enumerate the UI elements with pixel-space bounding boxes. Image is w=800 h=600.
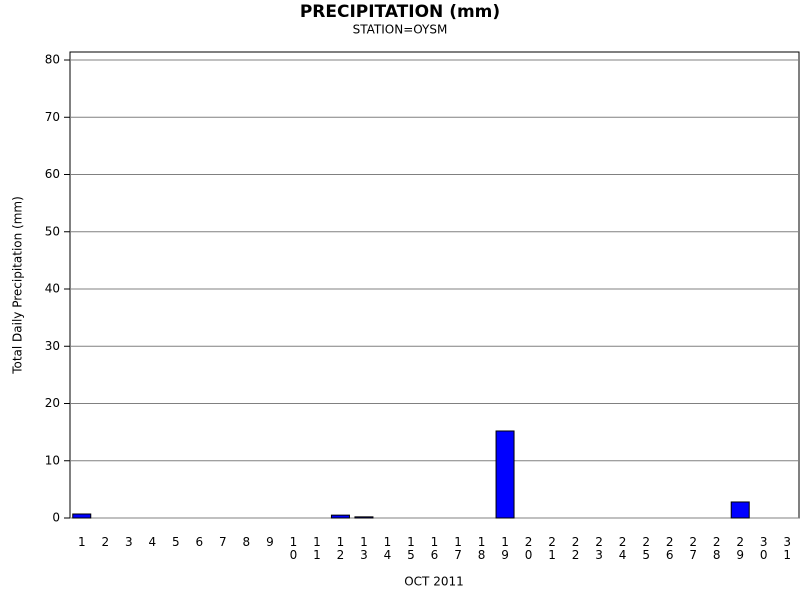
- y-tick-label: 20: [45, 396, 60, 410]
- x-tick-label: 9: [266, 535, 274, 549]
- x-tick-label: 4: [148, 535, 156, 549]
- chart-title: PRECIPITATION (mm): [300, 2, 500, 22]
- bar: [72, 513, 92, 519]
- x-axis-label: OCT 2011: [404, 575, 464, 589]
- x-tick-label: 1: [78, 535, 86, 549]
- bar: [495, 430, 515, 519]
- x-tick-label: 8: [243, 535, 251, 549]
- y-tick-label: 30: [45, 339, 60, 353]
- x-tick-label: 3: [125, 535, 133, 549]
- x-tick-label: 7: [219, 535, 227, 549]
- chart-subtitle: STATION=OYSM: [353, 23, 448, 37]
- y-tick-label: 70: [45, 110, 60, 124]
- x-tick-label: 2: [101, 535, 109, 549]
- y-tick-label: 50: [45, 224, 60, 238]
- y-tick-label: 40: [45, 282, 60, 296]
- y-axis-label: Total Daily Precipitation (mm): [11, 196, 25, 375]
- y-tick-label: 0: [52, 511, 60, 525]
- y-tick-label: 10: [45, 453, 60, 467]
- bar: [730, 501, 750, 519]
- bar: [330, 514, 350, 519]
- bar: [354, 516, 374, 519]
- x-tick-label: 6: [196, 535, 204, 549]
- x-tick-label: 5: [172, 535, 180, 549]
- y-tick-label: 60: [45, 167, 60, 181]
- plot-frame: [69, 51, 800, 519]
- y-tick-label: 80: [45, 53, 60, 67]
